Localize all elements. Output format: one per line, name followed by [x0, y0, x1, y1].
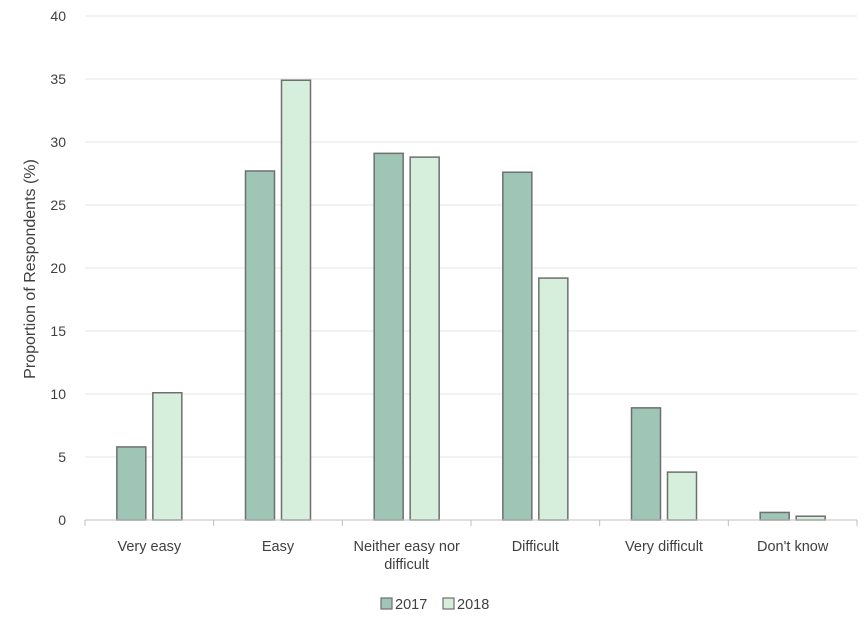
x-tick-label: Difficult [512, 539, 559, 555]
y-axis-label: Proportion of Respondents (%) [22, 159, 39, 379]
y-tick-label: 20 [50, 260, 66, 276]
y-axis-ticks: 0 5 10 15 20 25 30 35 40 [50, 8, 66, 528]
legend-label-2017: 2017 [395, 597, 427, 613]
bar-2017 [244, 170, 276, 521]
bar-2017 [759, 511, 790, 521]
bar-2018 [409, 156, 440, 521]
y-tick-label: 10 [50, 386, 66, 402]
bar-2017 [116, 446, 147, 521]
y-tick-label: 30 [50, 134, 66, 150]
bar-2017 [630, 407, 662, 521]
y-tick-label: 40 [50, 8, 66, 24]
y-tick-label: 0 [58, 512, 66, 528]
legend-swatch-2017 [380, 597, 393, 610]
x-tick-label: Neither easy nor difficult [353, 539, 460, 573]
bar-2018 [538, 277, 569, 521]
legend-label-2018: 2018 [457, 597, 489, 613]
x-tick-label: Very easy [117, 539, 181, 555]
y-tick-label: 5 [58, 449, 66, 465]
gridlines [85, 15, 857, 458]
bar-2017 [373, 152, 404, 521]
bar-2018 [152, 391, 183, 521]
bar-2018 [795, 515, 826, 521]
bar-2017 [502, 171, 533, 521]
x-tick-label: Very difficult [625, 539, 703, 555]
bars [116, 79, 826, 521]
x-axis [84, 519, 858, 526]
bar-2018 [666, 471, 698, 521]
bar-2018 [280, 79, 312, 521]
y-tick-label: 25 [50, 197, 66, 213]
category-labels: Very easy Easy Neither easy nor difficult Di… [117, 539, 828, 573]
legend-swatch-2018 [442, 597, 455, 610]
x-tick-label: Easy [262, 539, 295, 555]
legend: 2017 2018 [380, 597, 489, 613]
x-tick-label: Don't know [757, 539, 829, 555]
y-tick-label: 35 [50, 71, 66, 87]
y-tick-label: 15 [50, 323, 66, 339]
